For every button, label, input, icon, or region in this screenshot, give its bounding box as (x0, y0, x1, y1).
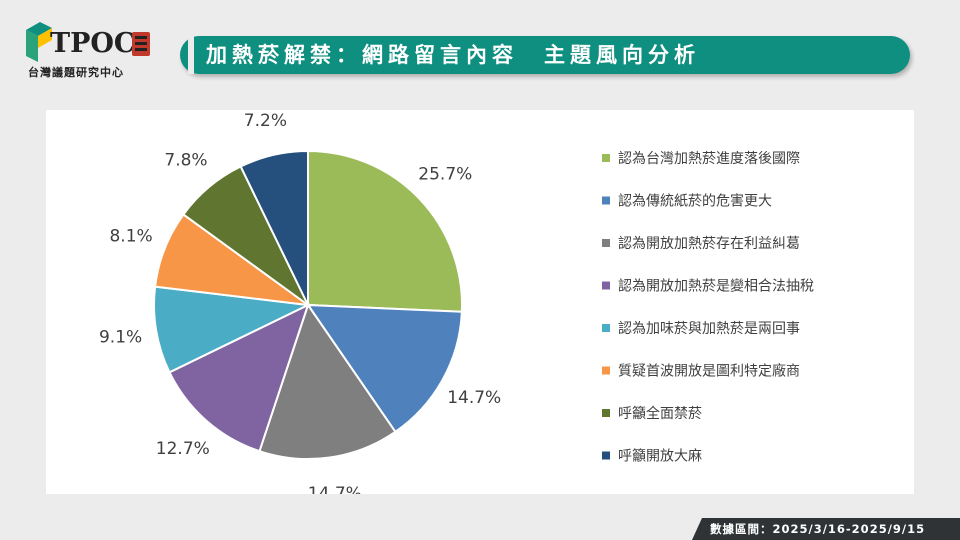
legend-swatch (602, 196, 610, 205)
legend-item: 呼籲全面禁菸 (602, 405, 702, 422)
legend-item: 認為開放加熱菸存在利益糾葛 (602, 236, 800, 252)
chart-legend: 認為台灣加熱菸進度落後國際認為傳統紙菸的危害更大認為開放加熱菸存在利益糾葛認為開… (602, 151, 814, 465)
legend-swatch (602, 409, 610, 417)
pie-data-label: 25.7% (418, 165, 472, 185)
pie-data-label: 8.1% (109, 227, 152, 247)
legend-item: 認為傳統紙菸的危害更大 (602, 194, 772, 210)
tpoc-logo: TPOC 台灣議題研究中心 (22, 20, 172, 84)
legend-swatch (602, 239, 610, 247)
chart-panel: 25.7% 14.7% 14.7% 12.7% 9.1% 8.1% 7.8% 7.2% 認為台… (46, 110, 914, 494)
logo-text: TPOC (50, 28, 136, 59)
pie-data-label: 14.7% (308, 484, 362, 494)
legend-swatch (602, 324, 610, 332)
legend-label: 認為開放加熱菸存在利益糾葛 (618, 236, 800, 252)
legend-label: 質疑首波開放是圖利特定廠商 (618, 363, 800, 380)
pie-data-label: 7.8% (164, 150, 207, 170)
legend-label: 認為加味菸與加熱菸是兩回事 (618, 321, 800, 337)
pie-slices (153, 149, 463, 460)
legend-item: 認為加味菸與加熱菸是兩回事 (602, 321, 800, 337)
logo-mark-icon (26, 22, 52, 62)
legend-label: 認為傳統紙菸的危害更大 (618, 194, 772, 210)
legend-label: 認為開放加熱菸是變相合法抽稅 (618, 279, 814, 295)
title-bar: 加熱菸解禁：網路留言內容 主題風向分析 (180, 36, 910, 74)
legend-label: 呼籲全面禁菸 (618, 405, 702, 422)
pie-slice (168, 303, 310, 453)
pie-slice (258, 302, 397, 460)
legend-swatch (602, 281, 610, 290)
legend-item: 質疑首波開放是圖利特定廠商 (602, 363, 800, 380)
pie-chart: 25.7% 14.7% 14.7% 12.7% 9.1% 8.1% 7.8% 7.2% 認為台… (99, 111, 814, 494)
legend-label: 呼籲開放大麻 (618, 449, 702, 465)
legend-swatch (602, 366, 610, 375)
date-range-footer: 數據區間：2025/3/16-2025/9/15 (692, 518, 960, 540)
pie-data-label: 14.7% (447, 388, 501, 408)
pie-data-label: 7.2% (244, 111, 287, 131)
legend-item: 認為台灣加熱菸進度落後國際 (602, 151, 800, 167)
legend-item: 呼籲開放大麻 (602, 449, 702, 465)
logo-subtitle: 台灣議題研究中心 (28, 66, 124, 79)
pie-data-labels: 25.7% 14.7% 14.7% 12.7% 9.1% 8.1% 7.8% 7.2% (99, 111, 501, 494)
pie-slice (307, 149, 463, 313)
legend-item: 認為開放加熱菸是變相合法抽稅 (602, 279, 814, 295)
pie-data-label: 12.7% (156, 439, 210, 459)
date-range-text: 數據區間：2025/3/16-2025/9/15 (710, 522, 926, 536)
pie-slice (239, 149, 309, 306)
pie-slice (153, 285, 312, 374)
page-title: 加熱菸解禁：網路留言內容 主題風向分析 (206, 43, 700, 67)
legend-label: 認為台灣加熱菸進度落後國際 (618, 151, 800, 167)
pie-slice (306, 303, 463, 434)
legend-swatch (602, 154, 610, 162)
logo-badge-icon (132, 32, 150, 56)
legend-swatch (602, 451, 610, 460)
pie-data-label: 9.1% (99, 328, 142, 348)
